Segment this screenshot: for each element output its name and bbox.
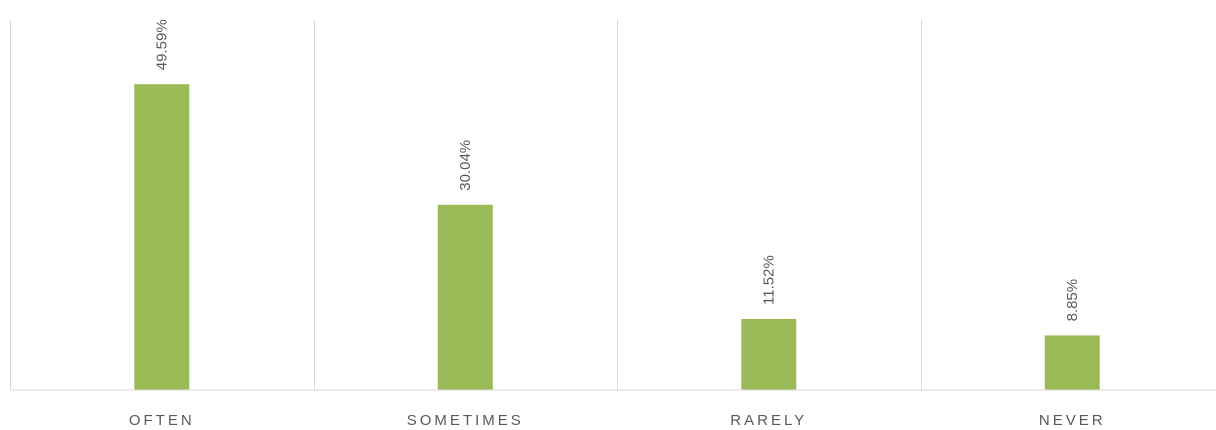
category-gridlines (10, 20, 922, 390)
category-label-sometimes: SOMETIMES (407, 412, 524, 429)
bar-never (1044, 335, 1100, 390)
category-label-often: OFTEN (129, 412, 195, 429)
data-label-rarely: 11.52% (761, 255, 778, 305)
bar-rarely (741, 318, 797, 390)
data-label-often: 49.59% (154, 19, 171, 70)
bars-group (134, 84, 1100, 390)
data-labels-group: 49.59% 30.04% 11.52% 8.85% (154, 19, 1082, 321)
bar-often (134, 84, 190, 390)
category-label-never: NEVER (1039, 412, 1106, 429)
category-labels-group: OFTEN SOMETIMES RARELY NEVER (129, 412, 1106, 429)
data-label-never: 8.85% (1064, 279, 1081, 322)
category-label-rarely: RARELY (730, 412, 807, 429)
data-label-sometimes: 30.04% (457, 140, 474, 191)
bar-sometimes (437, 204, 493, 390)
